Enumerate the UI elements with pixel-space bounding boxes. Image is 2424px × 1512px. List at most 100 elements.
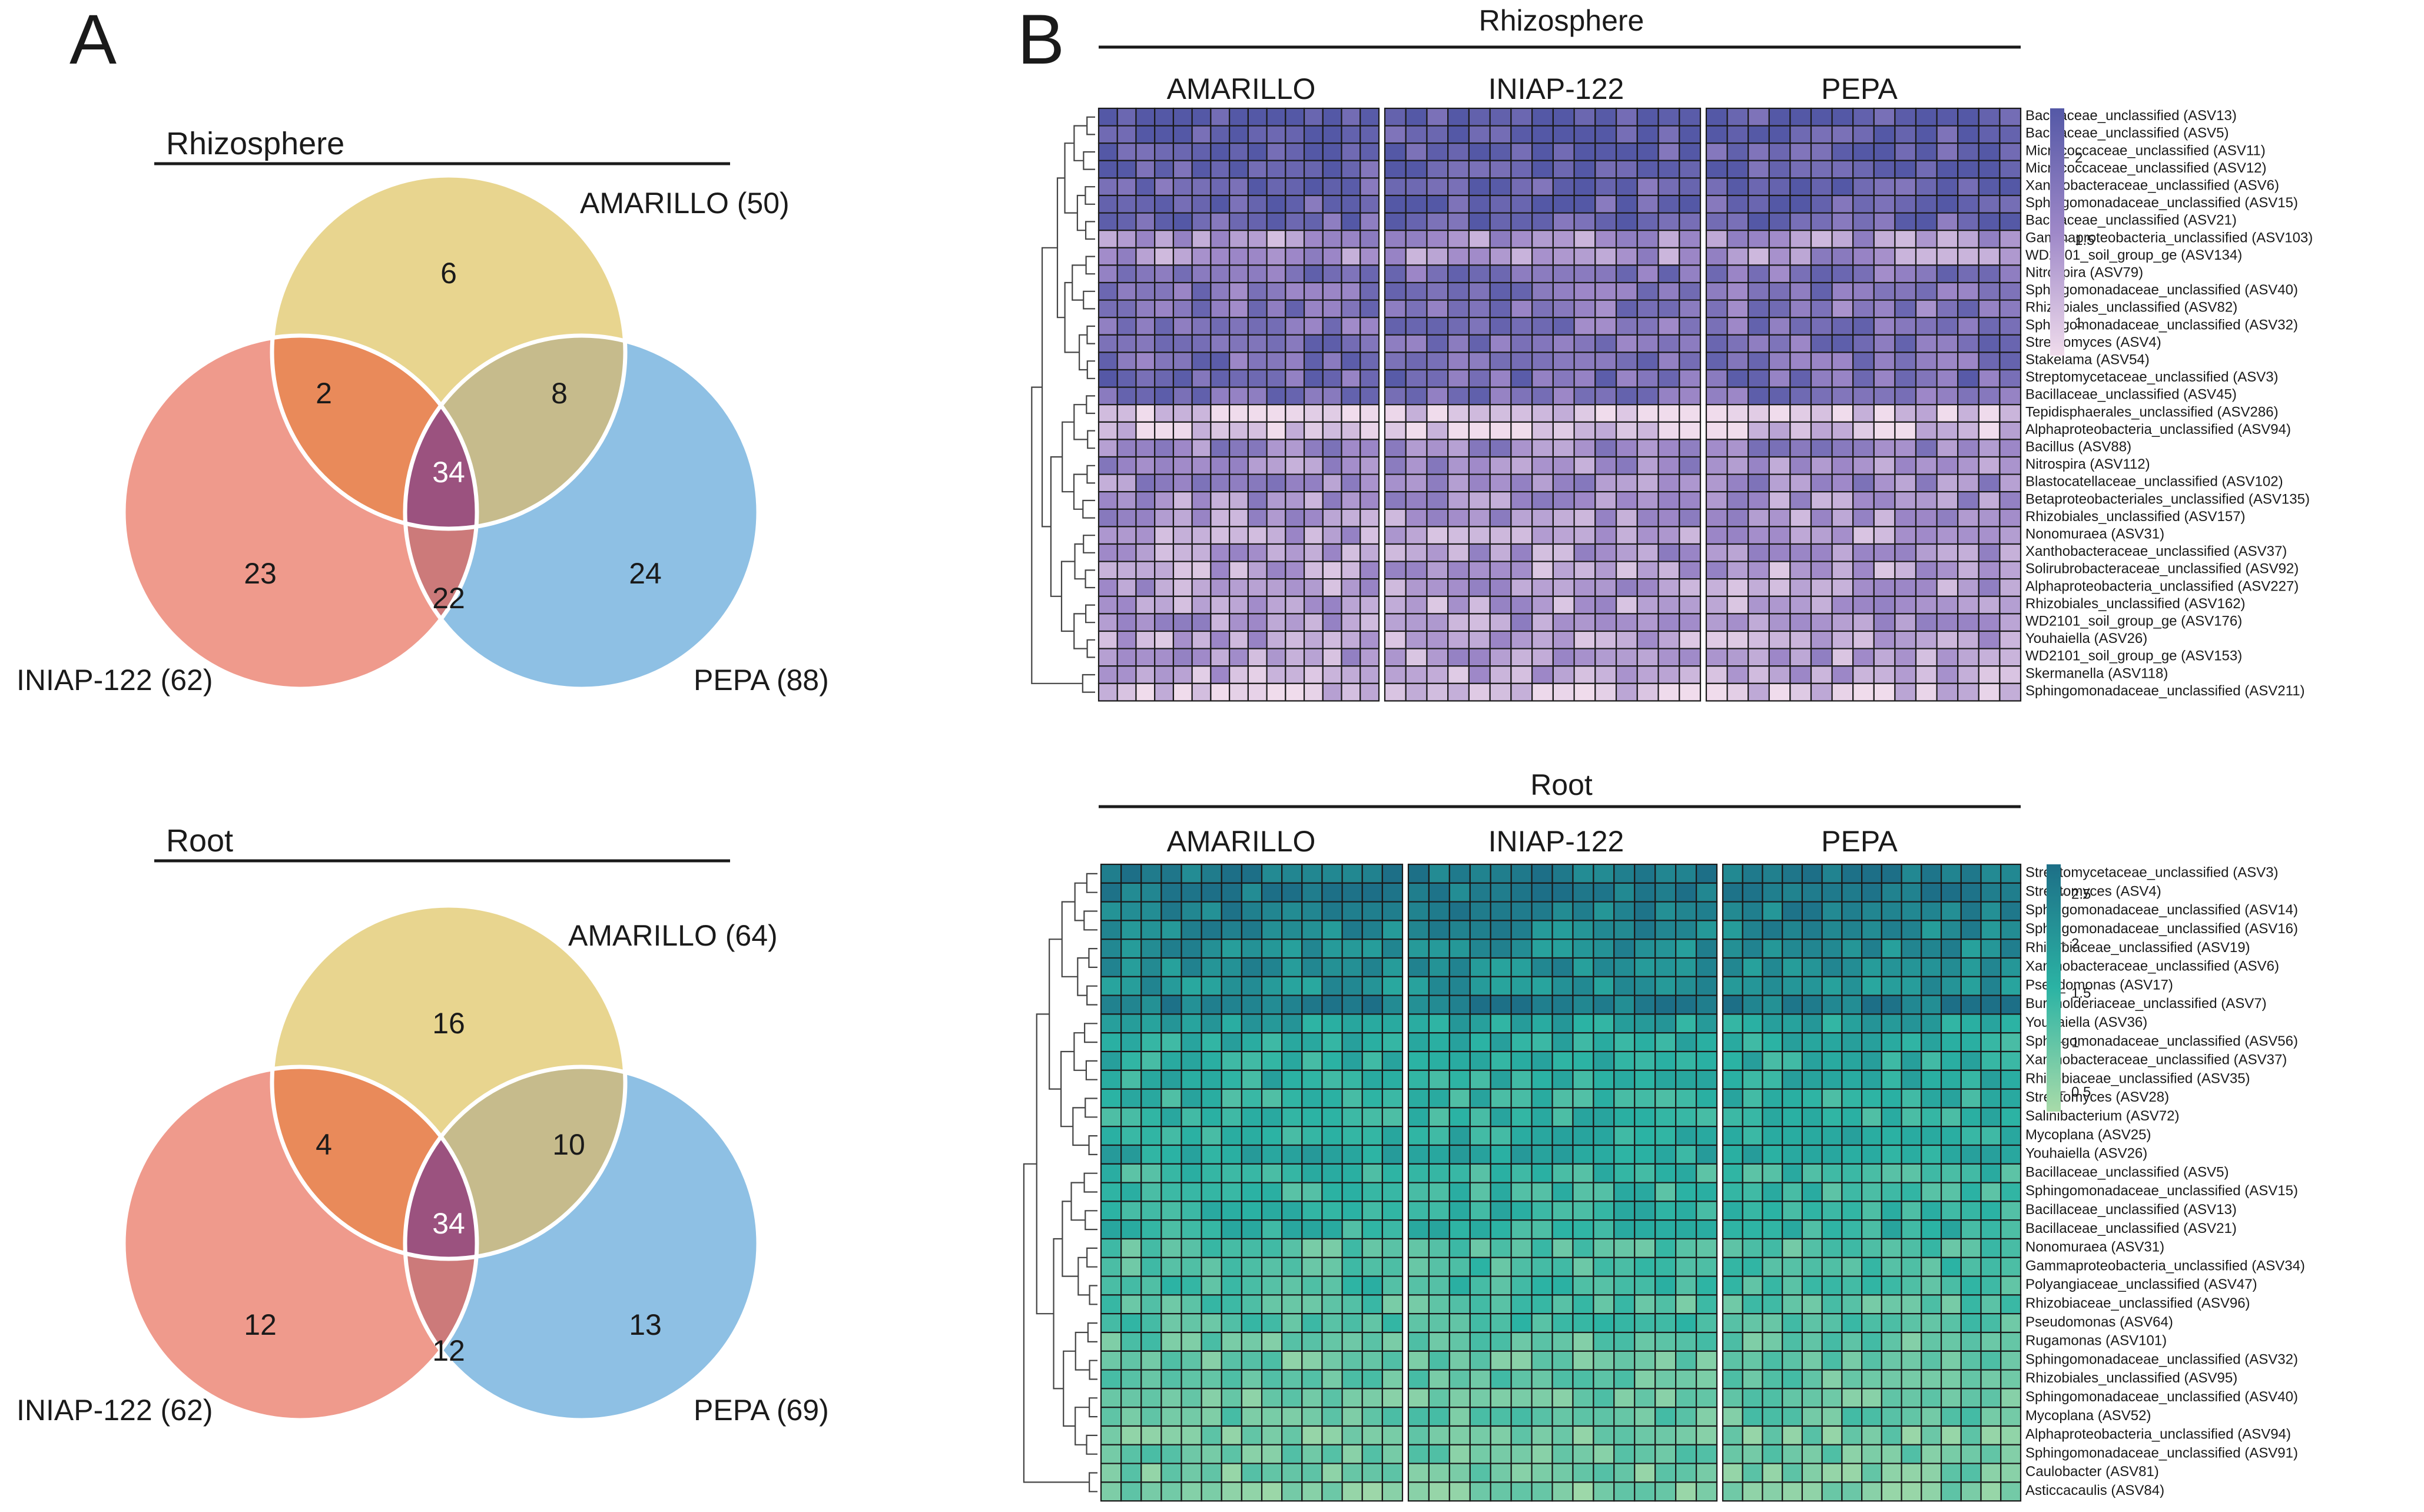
heatmap-cell	[1381, 1163, 1404, 1183]
heatmap-cell	[1281, 1369, 1303, 1390]
heatmap-cell	[1490, 976, 1512, 996]
heatmap-cell	[1261, 1294, 1283, 1315]
heatmap-cell	[1789, 473, 1812, 493]
heatmap-cell	[1210, 160, 1231, 179]
heatmap-cell	[1762, 1331, 1783, 1352]
heatmap-cell	[1405, 386, 1428, 406]
heatmap-cell	[1381, 1369, 1404, 1390]
heatmap-cell	[1915, 439, 1938, 458]
heatmap-cell	[1301, 1481, 1323, 1502]
heatmap-cell	[1841, 1481, 1863, 1502]
heatmap-cell	[1531, 369, 1554, 388]
heatmap-cell	[1695, 1032, 1718, 1053]
heatmap-cell	[1285, 386, 1305, 406]
heatmap-cell	[1407, 920, 1430, 940]
heatmap-cell	[1181, 976, 1202, 996]
heatmap-cell	[1679, 299, 1702, 319]
heatmap-cell	[1594, 177, 1617, 197]
heatmap-cell	[1531, 317, 1554, 336]
heatmap-cell	[1426, 456, 1449, 475]
heatmap-cell	[1980, 1032, 2002, 1053]
heatmap-cell	[1261, 1069, 1283, 1090]
heatmap-cell	[1120, 1481, 1142, 1502]
heatmap-cell	[1531, 177, 1554, 197]
heatmap-cell	[1901, 939, 1922, 959]
heatmap-cell	[1810, 194, 1833, 214]
heatmap-cell	[1782, 1201, 1803, 1221]
heatmap-cell	[1852, 299, 1875, 319]
heatmap-cell	[1873, 386, 1896, 406]
heatmap-cell	[1510, 1088, 1533, 1109]
heatmap-cell	[1657, 352, 1680, 371]
dendrogram-branch	[1089, 1397, 1097, 1418]
heatmap-cell	[1572, 1107, 1594, 1128]
dendrogram-branch	[1085, 256, 1095, 275]
heatmap-cell	[1915, 578, 1938, 597]
heatmap-cell	[1247, 665, 1268, 684]
heatmap-cell	[1636, 107, 1659, 127]
heatmap-cell	[1960, 920, 1982, 940]
heatmap-cell	[1361, 1256, 1383, 1277]
heatmap-cell	[1572, 920, 1594, 940]
heatmap-cell	[1940, 1144, 1962, 1165]
heatmap-cell	[1873, 281, 1896, 301]
heatmap-cell	[1695, 1313, 1718, 1334]
heatmap-cell	[1160, 1069, 1182, 1090]
heatmap-cell	[1726, 299, 1749, 319]
heatmap-cell	[1657, 194, 1680, 214]
heatmap-cell	[1782, 1425, 1803, 1445]
heatmap-cell	[1120, 994, 1142, 1015]
heatmap-cell	[1097, 369, 1118, 388]
heatmap-cell	[1852, 439, 1875, 458]
heatmap-cell	[1810, 247, 1833, 266]
heatmap-cell	[1160, 1388, 1182, 1408]
heatmap-cell	[1722, 1107, 1743, 1128]
heatmap-cell	[1359, 421, 1380, 440]
heatmap-cell	[1381, 1407, 1404, 1427]
heatmap-cell	[1726, 194, 1749, 214]
heatmap-cell	[1181, 920, 1202, 940]
heatmap-cell	[1921, 901, 1942, 921]
dendrogram-branch	[1085, 186, 1095, 205]
heatmap-cell	[1303, 386, 1324, 406]
heatmap-cell	[1322, 665, 1342, 684]
heatmap-cell	[1705, 613, 1728, 632]
heatmap-cell	[1281, 939, 1303, 959]
dendrogram-branch	[1085, 1060, 1097, 1080]
heatmap-cell	[1593, 1201, 1615, 1221]
heatmap-cell	[1191, 630, 1212, 649]
heatmap-cell	[1705, 386, 1728, 406]
heatmap-cell	[1341, 177, 1361, 197]
heatmap-cell	[1116, 107, 1137, 127]
heatmap-cell	[1489, 160, 1512, 179]
heatmap-cell	[1181, 1463, 1202, 1483]
heatmap-cell	[1341, 456, 1361, 475]
heatmap-cell	[1654, 939, 1677, 959]
heatmap-cell	[1341, 1201, 1363, 1221]
heatmap-cell	[1384, 508, 1407, 528]
heatmap-cell	[1381, 1201, 1404, 1221]
heatmap-cell	[1381, 1425, 1404, 1445]
heatmap-cell	[1634, 1256, 1656, 1277]
heatmap-cell	[1940, 1313, 1962, 1334]
heatmap-cell	[1722, 1275, 1743, 1296]
heatmap-cell	[1654, 901, 1677, 921]
venn-outline-amarillo	[270, 903, 628, 1261]
heatmap-cell	[1705, 264, 1728, 284]
heatmap-row-label: Sphingomonadaceae_unclassified (ASV56)	[2025, 1033, 2298, 1049]
heatmap-cell	[1654, 1238, 1677, 1258]
heatmap-cell	[1229, 630, 1249, 649]
heatmap-cell	[1675, 1256, 1697, 1277]
heatmap-cell	[1695, 1481, 1718, 1502]
heatmap-cell	[1384, 299, 1407, 319]
heatmap-cell	[1531, 404, 1554, 423]
heatmap-cell	[1381, 939, 1404, 959]
heatmap-cell	[1894, 125, 1917, 144]
heatmap-cell	[1873, 230, 1896, 248]
heatmap-cell	[1940, 957, 1962, 977]
dendrogram-branch	[1050, 456, 1063, 597]
heatmap-cell	[1120, 1313, 1142, 1334]
heatmap-cell	[1936, 107, 1959, 127]
heatmap-cell	[1726, 665, 1749, 684]
